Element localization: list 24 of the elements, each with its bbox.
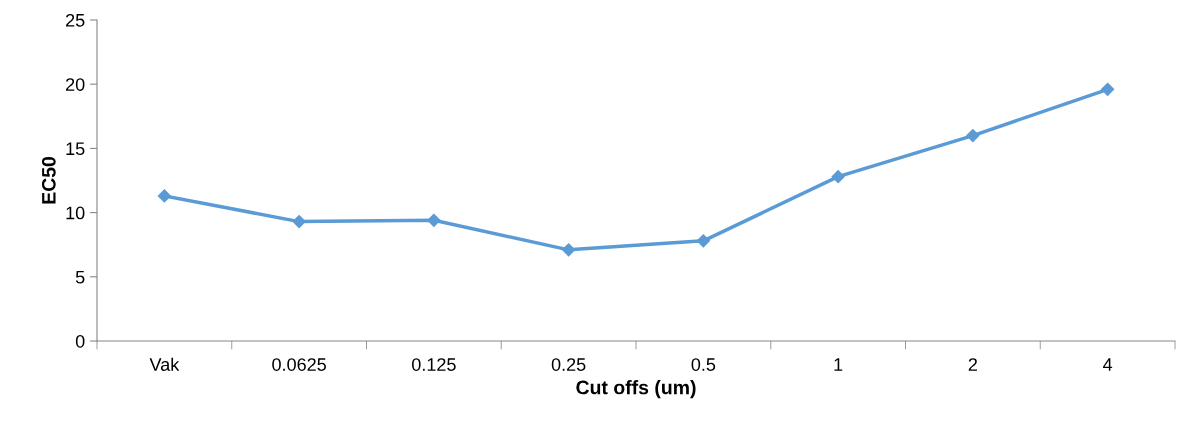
point [427,213,441,227]
y-axis-title: EC50 [41,156,56,204]
point [696,234,710,248]
x-tick-label: 1 [834,358,843,371]
y-tick-label: 15 [66,142,85,156]
x-tick-label: 0.0625 [272,358,326,371]
y-tick-label: 0 [75,334,85,348]
y-tick-label: 20 [66,78,85,91]
x-tick-label: 0.5 [691,358,716,371]
x-tick-label: 0.125 [411,358,456,371]
point [157,189,171,203]
point [292,214,306,229]
x-tick-label: 2 [968,358,977,371]
y-tick-label: 5 [75,270,85,284]
x-tick-label: Vak [149,357,180,371]
point [966,128,980,143]
y-tick-label: 25 [66,13,85,27]
point [1101,82,1115,96]
point [831,170,845,184]
point [562,243,576,257]
x-axis-title: Cut offs (um) [576,380,696,399]
x-tick-label: 0.25 [551,358,586,371]
y-tick-label: 10 [66,206,85,220]
x-tick-label: 4 [1103,358,1113,371]
